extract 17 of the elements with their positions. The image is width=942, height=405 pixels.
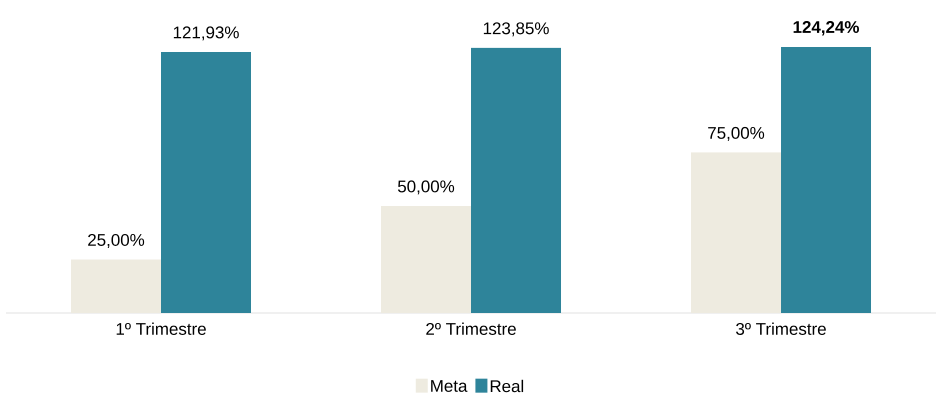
bar <box>691 152 782 313</box>
data-label: 50,00% <box>398 180 454 194</box>
x-tick-label: 2º Trimestre <box>426 322 516 335</box>
x-tick-label: 3º Trimestre <box>736 322 826 335</box>
legend-label: Real <box>490 380 524 392</box>
bar <box>781 47 872 313</box>
x-tick-label: 1º Trimestre <box>116 322 206 335</box>
bar <box>381 206 472 313</box>
data-label: 75,00% <box>708 126 764 141</box>
legend-label: Meta <box>431 380 468 392</box>
bar <box>161 52 252 313</box>
data-label: 124,24% <box>794 21 859 36</box>
data-label: 123,85% <box>484 22 549 36</box>
data-label: 25,00% <box>88 234 144 248</box>
bar <box>471 48 562 313</box>
bar <box>71 259 161 313</box>
data-label: 121,93% <box>174 26 239 40</box>
